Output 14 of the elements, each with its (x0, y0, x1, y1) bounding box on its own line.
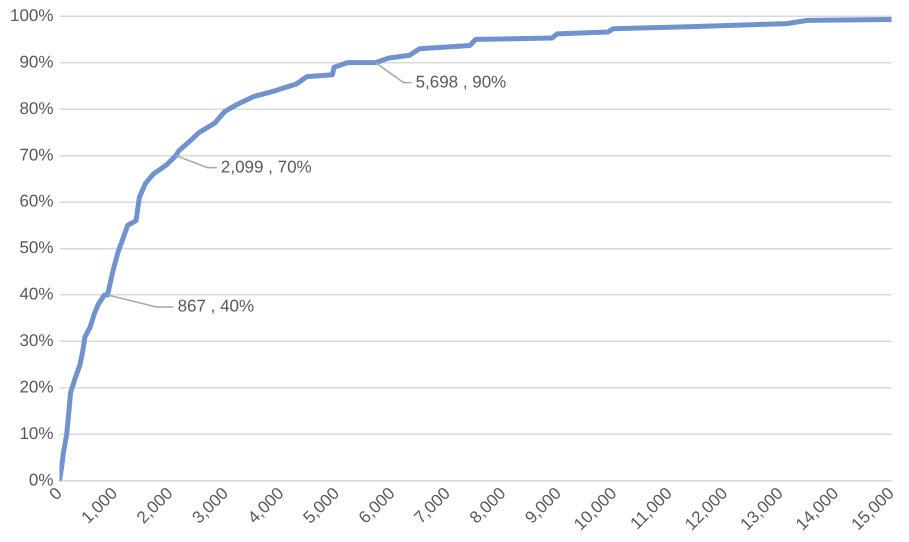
y-tick-label: 100% (10, 6, 54, 25)
y-tick-label: 90% (19, 52, 54, 72)
y-tick-label: 70% (19, 145, 54, 164)
y-tick-label: 40% (19, 284, 54, 304)
y-tick-label: 80% (19, 98, 54, 118)
y-tick-label: 0% (28, 470, 54, 490)
y-tick-label: 10% (19, 424, 54, 444)
annotation: 867 , 40% (178, 296, 254, 316)
y-tick-label: 50% (19, 238, 54, 258)
y-tick-label: 30% (19, 331, 54, 350)
annotation: 2,099 , 70% (220, 157, 312, 176)
annotation: 5,698 , 90% (416, 72, 506, 92)
y-tick-label: 60% (19, 192, 54, 211)
y-tick-label: 20% (19, 378, 54, 397)
